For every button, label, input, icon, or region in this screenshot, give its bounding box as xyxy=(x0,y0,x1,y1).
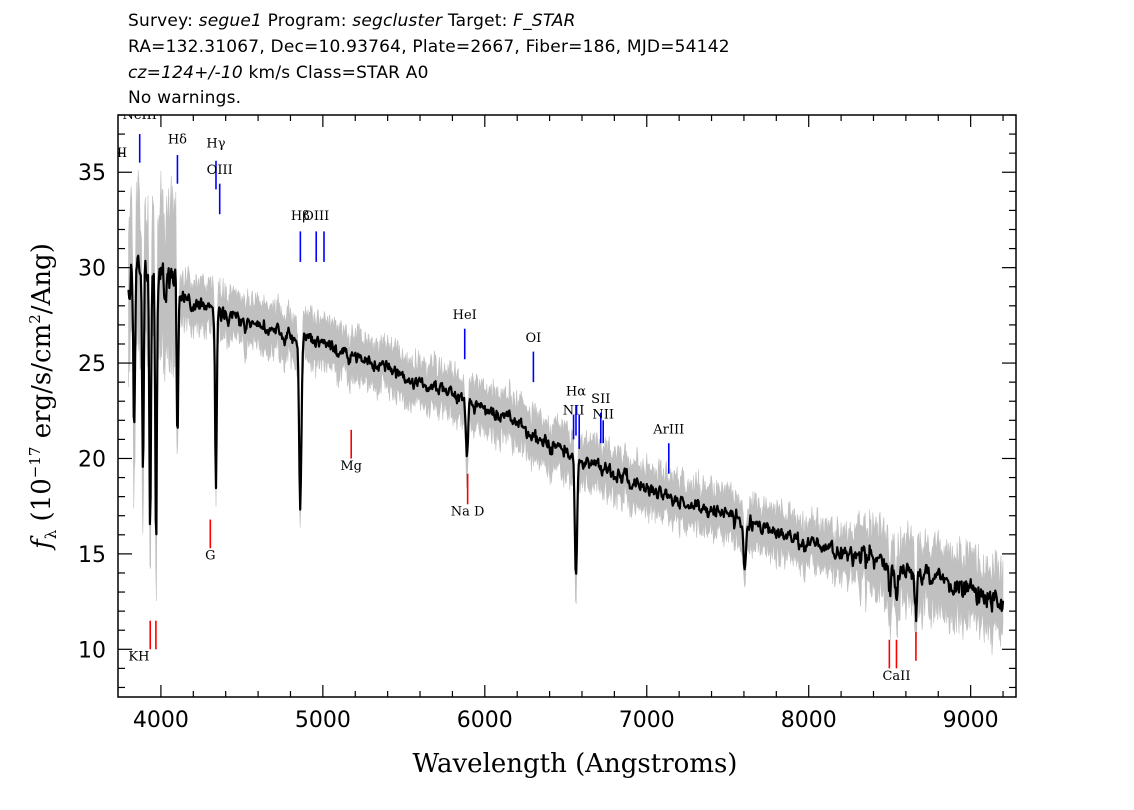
absorption-line-label: Na D xyxy=(451,505,485,520)
absorption-line-label: KH xyxy=(128,650,149,665)
y-tick-label: 25 xyxy=(78,352,106,377)
emission-line-label: ArIII xyxy=(652,423,684,438)
absorption-line-label: Mg xyxy=(340,459,362,474)
program-value: segcluster xyxy=(352,11,443,31)
header-line-4: No warnings. xyxy=(128,88,242,108)
y-axis-title-exp1: −17 xyxy=(26,447,44,479)
emission-line-label: OIII xyxy=(207,163,233,178)
emission-line-label: NeIII xyxy=(122,108,156,123)
emission-line-label: OIII xyxy=(303,209,329,224)
emission-line-label: NII xyxy=(592,407,614,422)
emission-line-label: Hβ xyxy=(291,209,310,224)
y-axis-title-lambda: λ xyxy=(42,529,60,539)
x-tick-label: 9000 xyxy=(943,708,999,733)
y-axis-title-suffix: /Ang) xyxy=(27,243,57,314)
emission-line-label: Hα xyxy=(566,385,586,400)
redshift-value: cz=124+/-10 xyxy=(128,63,243,83)
x-tick-label: 5000 xyxy=(295,708,351,733)
y-axis-title: fλ (10−17 erg/s/cm2/Ang) xyxy=(26,243,60,551)
target-value: F_STAR xyxy=(513,11,576,31)
x-tick-label: 8000 xyxy=(781,708,837,733)
y-tick-label: 35 xyxy=(78,161,106,186)
target-key: Target: xyxy=(447,11,508,31)
emission-line-label: Hγ xyxy=(206,136,225,151)
y-axis-title-prefix: (10 xyxy=(27,478,57,530)
flux-line xyxy=(127,254,1005,623)
header-line-3: cz=124+/-10 km/s Class=STAR A0 xyxy=(128,62,429,84)
y-axis-title-mid: erg/s/cm xyxy=(27,324,57,447)
emission-line-label: SII xyxy=(591,392,610,407)
x-axis-title: Wavelength (Angstroms) xyxy=(413,749,738,779)
header-line-1: Survey: segue1 Program: segcluster Targe… xyxy=(128,10,576,32)
plot-frame xyxy=(117,114,1017,698)
x-tick-label: 4000 xyxy=(133,708,189,733)
emission-line-label: HeI xyxy=(453,308,477,323)
x-tick-label: 6000 xyxy=(457,708,513,733)
x-tick-label: 7000 xyxy=(619,708,675,733)
y-axis-title-exp2: 2 xyxy=(26,314,44,324)
y-tick-label: 20 xyxy=(78,447,106,472)
absorption-line-label: G xyxy=(205,549,215,564)
survey-value: segue1 xyxy=(198,11,262,31)
header-line-2: RA=132.31067, Dec=10.93764, Plate=2667, … xyxy=(128,37,730,57)
program-key: Program: xyxy=(267,11,347,31)
emission-line-label: OI xyxy=(525,331,541,346)
class-value: km/s Class=STAR A0 xyxy=(242,63,429,83)
y-tick-label: 10 xyxy=(78,638,106,663)
y-tick-label: 15 xyxy=(78,543,106,568)
absorption-line-label: CaII xyxy=(882,669,910,684)
emission-line-label: NII xyxy=(563,404,585,419)
flux-error-band xyxy=(128,169,1004,655)
emission-line-label: Hδ xyxy=(168,133,187,148)
y-tick-label: 30 xyxy=(78,257,106,282)
survey-key: Survey: xyxy=(128,11,194,31)
